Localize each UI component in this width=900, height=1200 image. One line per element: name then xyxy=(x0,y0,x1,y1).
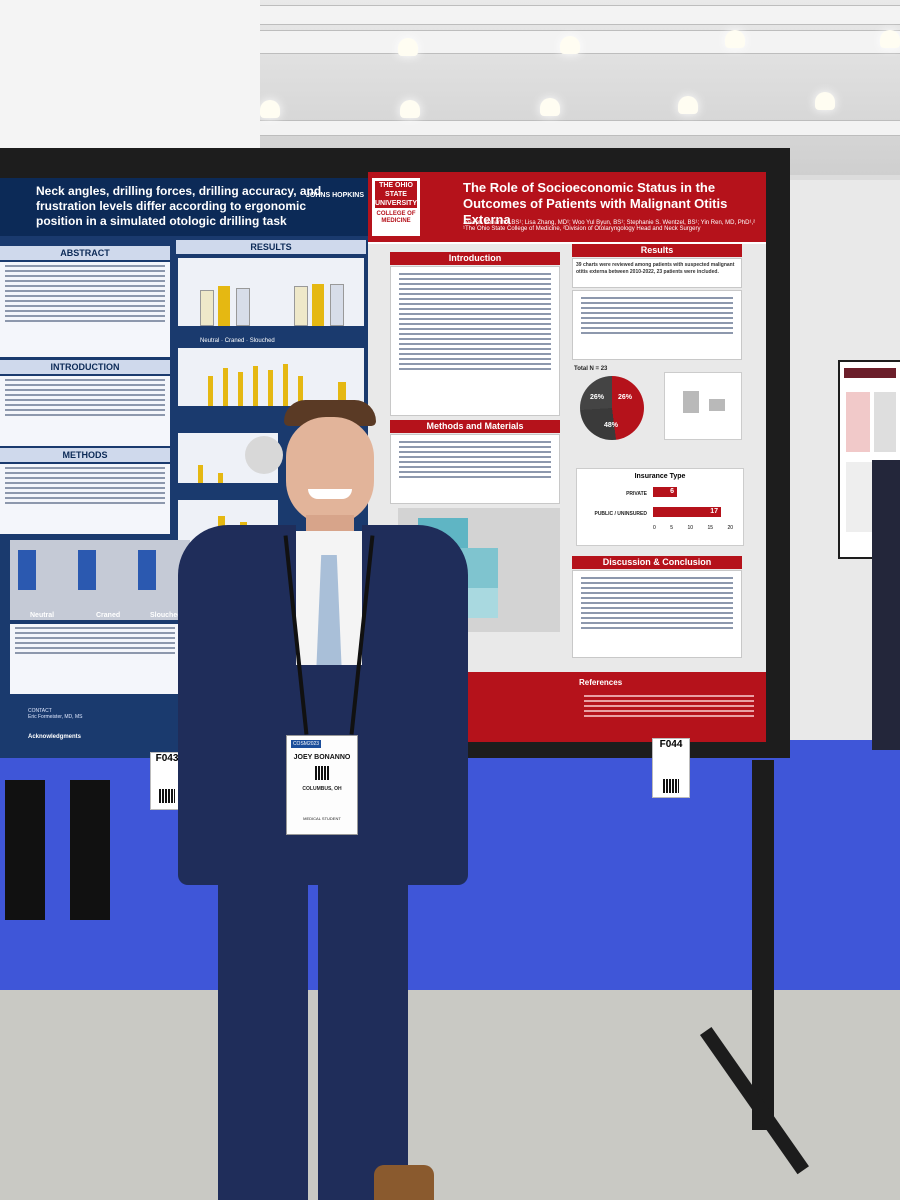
poster-header: THE OHIO STATE UNIVERSITY COLLEGE OF MED… xyxy=(368,172,766,242)
discussion-heading: Discussion & Conclusion xyxy=(572,556,742,569)
methods-photos xyxy=(10,540,190,620)
trouser-left xyxy=(218,880,308,1200)
right-poster-title: The Role of Socioeconomic Status in the … xyxy=(463,180,728,227)
presenter xyxy=(178,395,468,1200)
poster-number-label: F044 xyxy=(659,739,683,750)
shoe xyxy=(374,1165,434,1200)
introduction-heading: INTRODUCTION xyxy=(0,360,170,374)
face xyxy=(286,417,374,525)
johns-hopkins-logo: JOHNS HOPKINS xyxy=(306,192,364,199)
insurance-axis: 0 5 10 15 20 xyxy=(653,525,733,531)
insurance-bar: 17 xyxy=(653,507,721,517)
ceiling-light xyxy=(400,100,420,118)
introduction-text xyxy=(0,376,170,446)
photo-label-craned: Craned xyxy=(96,612,121,619)
abstract-heading: ABSTRACT xyxy=(0,246,170,260)
badge-city: COLUMBUS, OH xyxy=(302,786,342,792)
results-drill-photo xyxy=(245,436,283,474)
qr-code xyxy=(663,779,679,793)
qr-code xyxy=(159,789,175,803)
poster-tag-right: F044 xyxy=(652,738,690,798)
right-poster-authors: Joseph Bonanno, BS¹; Lisa Zhang, MD¹; Wo… xyxy=(463,220,756,232)
ceiling-light xyxy=(540,98,560,116)
ceiling-light xyxy=(815,92,835,110)
neighbor-poster xyxy=(838,360,900,559)
pie-label-3: 48% xyxy=(604,422,619,429)
insurance-chart: Insurance Type PRIVATE PUBLIC / UNINSURE… xyxy=(576,468,744,546)
left-research-poster: Neck angles, drilling forces, drilling a… xyxy=(0,178,372,758)
visitor-right xyxy=(872,460,900,750)
ceiling-beam xyxy=(180,5,900,25)
ceiling-light xyxy=(678,96,698,114)
introduction-text xyxy=(390,266,560,416)
ceiling-light xyxy=(560,36,580,54)
hall-wall xyxy=(0,0,260,175)
boxplot-chart xyxy=(664,372,742,440)
board-stand xyxy=(752,760,774,1130)
badge-role: MEDICAL STUDENT xyxy=(303,816,341,821)
introduction-heading: Introduction xyxy=(390,252,560,265)
insurance-row-label: PRIVATE xyxy=(626,491,647,497)
left-poster-title: Neck angles, drilling forces, drilling a… xyxy=(0,178,372,236)
jacket-left xyxy=(178,525,296,885)
methods-text xyxy=(0,464,170,534)
ceiling-beam xyxy=(240,120,900,136)
right-research-poster: THE OHIO STATE UNIVERSITY COLLEGE OF MED… xyxy=(368,172,766,742)
ceiling-light xyxy=(398,38,418,56)
legend-slouched: Slouched xyxy=(249,338,275,344)
ceiling-beam xyxy=(200,30,900,54)
results-bullets xyxy=(572,290,742,360)
legend-neutral: Neutral xyxy=(200,338,220,344)
poster-number-label: F043 xyxy=(155,753,179,764)
methods-heading: Methods and Materials xyxy=(390,420,560,433)
income-pie-chart xyxy=(580,376,644,440)
legend-craned: Craned xyxy=(224,338,245,344)
ceiling-light xyxy=(725,30,745,48)
smile xyxy=(308,489,352,499)
insurance-row-label: PUBLIC / UNINSURED xyxy=(594,511,647,517)
references-heading: References xyxy=(579,678,623,687)
jacket-right xyxy=(362,525,468,885)
insurance-chart-title: Insurance Type xyxy=(634,473,686,480)
results-line-chart xyxy=(178,348,364,406)
methods-heading: METHODS xyxy=(0,448,170,462)
insurance-bar: 6 xyxy=(653,487,677,497)
acknowledgments-heading: Acknowledgments xyxy=(28,734,82,740)
methods-text xyxy=(390,434,560,504)
pie-label-2: 26% xyxy=(618,394,633,401)
results-legend: Neutral · Craned · Slouched xyxy=(200,338,275,344)
abstract-text xyxy=(0,262,170,357)
total-n-label: Total N = 23 xyxy=(574,366,608,372)
trouser-right xyxy=(318,880,408,1200)
photo-label-neutral: Neutral xyxy=(30,612,55,619)
ceiling-light xyxy=(260,100,280,118)
badge-name: JOEY BONANNO xyxy=(293,754,351,761)
results-bar-chart xyxy=(178,258,364,326)
results-headline: 39 charts were reviewed among patients w… xyxy=(572,258,742,288)
discussion-text xyxy=(572,570,742,658)
visitor-legs xyxy=(5,780,45,920)
contact-block: CONTACT Eric Formeister, MD, MS xyxy=(28,708,83,720)
results-heading: Results xyxy=(572,244,742,257)
ceiling-light xyxy=(880,30,900,48)
photo-label-slouched: Slouched xyxy=(150,612,182,619)
name-badge: COSM2023 JOEY BONANNO COLUMBUS, OH MEDIC… xyxy=(286,735,358,835)
badge-qr-code xyxy=(315,766,329,780)
figure-caption xyxy=(10,624,180,694)
visitor-legs xyxy=(70,780,110,920)
ohio-state-logo: THE OHIO STATE UNIVERSITY COLLEGE OF MED… xyxy=(372,178,420,236)
references-block: References xyxy=(463,672,766,742)
badge-event-logo: COSM2023 xyxy=(291,740,321,748)
pie-label-1: 26% xyxy=(590,394,605,401)
results-heading: RESULTS xyxy=(176,240,366,254)
